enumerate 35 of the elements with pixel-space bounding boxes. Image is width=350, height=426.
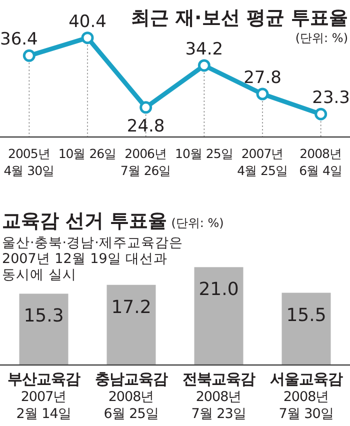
point [22,49,36,62]
x-tick-label: 10월 26일 [58,146,117,161]
chart-title: 최근 재·보선 평균 투표율 [130,7,348,29]
x-tick-label: 2008년 6월 4일 [299,146,343,178]
bar [19,294,68,365]
x-tick-label: 전북교육감 2008년 7월 23일 [182,370,256,422]
chart-subtitle: (단위: %) [171,216,224,230]
x-tick-label: 2006년 7월 26일 [120,146,172,178]
bar [282,292,331,365]
chart-subtitle: (단위: %) [295,31,348,45]
x-tick-label: 서울교육감 2008년 7월 30일 [270,370,343,422]
data-label: 21.0 [198,279,239,300]
point [81,32,94,44]
x-tick-label: 충남교육감 2008년 6월 25일 [95,370,168,422]
x-tick-label: 부산교육감 2007년 2월 14일 [8,370,80,422]
x-tick-label: 10월 25일 [175,146,234,161]
data-label: 27.8 [244,68,282,88]
x-tick-label: 2007년 4월 25일 [237,146,288,178]
data-label: 24.8 [126,116,165,136]
bar [106,284,156,365]
point [140,101,152,114]
data-label: 40.4 [68,12,106,32]
point [314,108,328,120]
chart-title: 교육감 선거 투표율 [2,210,168,232]
data-label: 23.3 [312,88,350,108]
data-label: 17.2 [111,296,152,318]
bar [194,267,244,365]
data-label: 15.5 [286,304,326,326]
point [256,88,269,100]
x-tick-label: 2005년 4월 30일 [4,146,55,178]
annotation: 울산·충북·경남·제주교육감은 2007년 12월 19일 대선과 동시에 실시 [2,235,183,283]
data-label: 15.3 [24,306,64,327]
point [198,59,210,72]
data-label: 34.2 [185,39,224,60]
data-label: 36.4 [0,30,38,50]
